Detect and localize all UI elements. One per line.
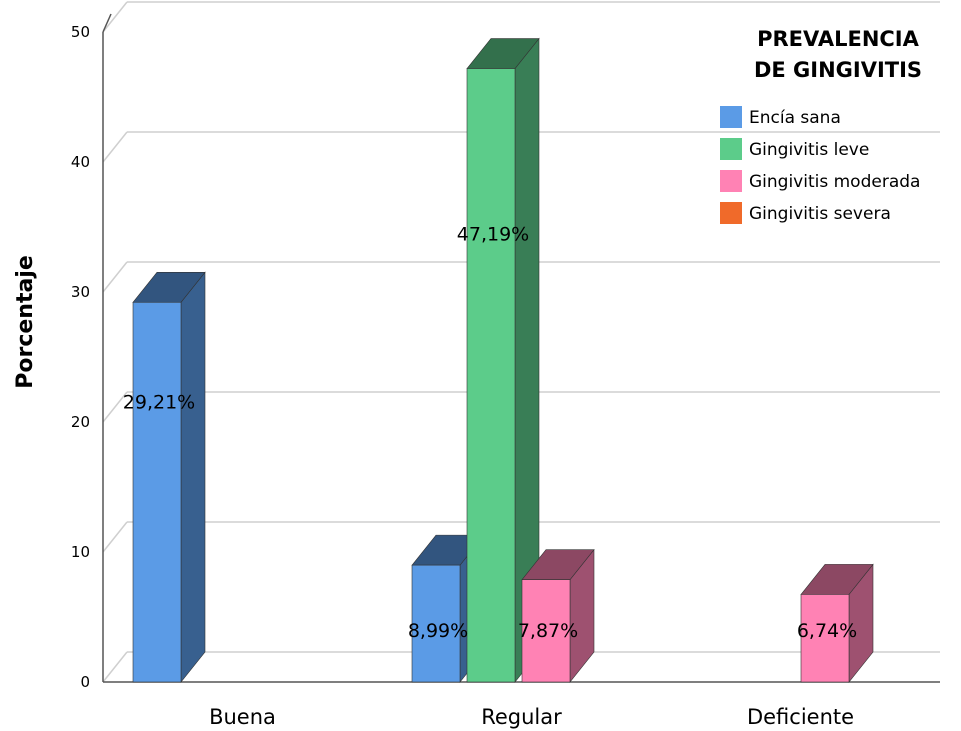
y-axis-ticks: 0 10 20 30 40 50 — [71, 23, 90, 691]
data-label: 29,21% — [123, 392, 195, 414]
y-tick-label: 30 — [71, 283, 90, 301]
bar — [132, 271, 206, 683]
bar — [800, 563, 874, 683]
bar-front — [411, 564, 461, 683]
data-labels: 29,21% 8,99% 47,19% 7,87% 6,74% — [123, 223, 857, 642]
legend-swatch — [720, 202, 742, 224]
gridline-depth — [102, 651, 128, 683]
bar-front — [521, 579, 571, 683]
gridline-depth — [102, 391, 128, 423]
gridline-depth — [102, 521, 128, 553]
bar — [521, 548, 595, 683]
y-tick-label: 0 — [80, 673, 90, 691]
x-category-label: Deficiente — [747, 705, 854, 729]
data-label: 47,19% — [457, 223, 529, 245]
x-category-label: Regular — [481, 705, 562, 729]
legend-title: PREVALENCIA — [757, 27, 920, 51]
y-tick-label: 20 — [71, 413, 90, 431]
y-axis-top-depth — [102, 13, 112, 33]
legend-label: Gingivitis moderada — [749, 172, 920, 192]
legend: PREVALENCIA DE GINGIVITIS Encía sana Gingiv… — [720, 27, 922, 224]
data-label: 8,99% — [408, 620, 468, 642]
x-category-label: Buena — [209, 705, 276, 729]
bar-front — [800, 594, 850, 683]
bar — [411, 534, 485, 683]
legend-label: Encía sana — [749, 108, 841, 128]
y-tick-label: 40 — [71, 153, 90, 171]
legend-title: DE GINGIVITIS — [754, 58, 922, 82]
bar-front — [132, 301, 182, 683]
legend-label: Gingivitis severa — [749, 204, 891, 224]
legend-swatch — [720, 170, 742, 192]
legend-swatch — [720, 138, 742, 160]
gridline-depth — [102, 131, 128, 163]
y-tick-label: 50 — [71, 23, 90, 41]
data-label: 7,87% — [518, 620, 578, 642]
bar — [466, 37, 540, 683]
gridline-depth — [102, 261, 128, 293]
y-tick-label: 10 — [71, 543, 90, 561]
category-labels: Buena Regular Deficiente — [209, 705, 854, 729]
axes — [102, 13, 940, 683]
y-axis-title: Porcentaje — [13, 255, 38, 389]
bar-front — [466, 68, 516, 683]
bar-side — [180, 271, 206, 683]
data-label: 6,74% — [797, 620, 857, 642]
bars — [132, 37, 874, 683]
gridline-depth — [102, 1, 128, 33]
legend-swatch — [720, 106, 742, 128]
legend-label: Gingivitis leve — [749, 140, 869, 160]
